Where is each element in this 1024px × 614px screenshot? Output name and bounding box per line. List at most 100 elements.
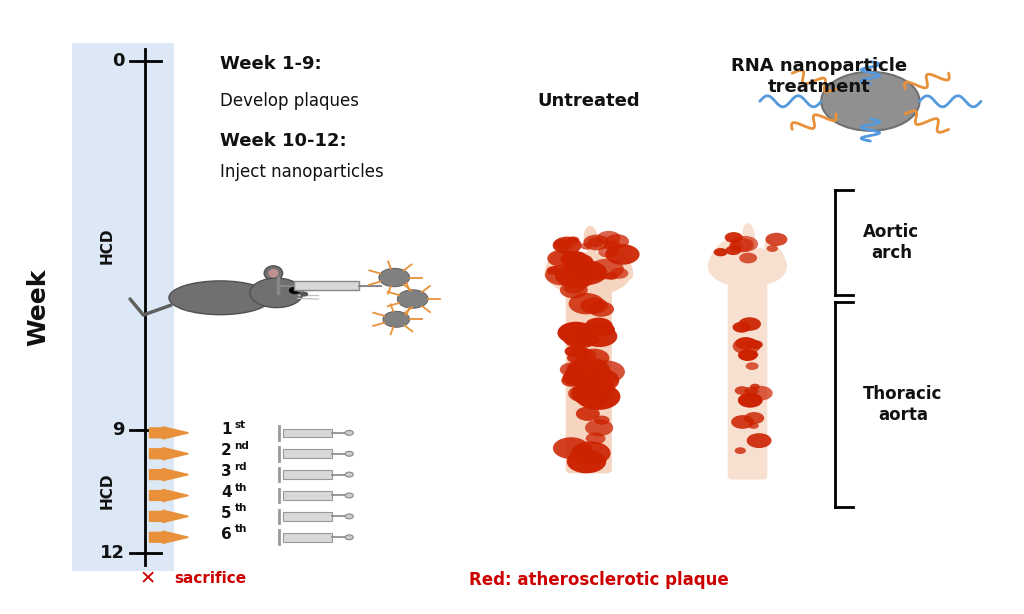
Circle shape [729,242,743,251]
Text: 2: 2 [221,443,231,458]
Circle shape [545,265,580,286]
Circle shape [582,325,617,347]
Circle shape [765,233,787,246]
Circle shape [379,268,410,287]
FancyArrow shape [150,510,188,523]
Circle shape [597,231,621,245]
Circle shape [739,252,757,263]
Circle shape [579,349,596,360]
Circle shape [560,251,589,268]
Circle shape [571,382,610,405]
Circle shape [564,281,585,293]
Ellipse shape [742,223,755,249]
Circle shape [571,441,610,465]
Circle shape [555,265,593,287]
Circle shape [397,290,428,308]
Circle shape [547,250,575,267]
Text: Red: atherosclerotic plaque: Red: atherosclerotic plaque [469,571,729,589]
Circle shape [567,353,584,363]
Circle shape [568,385,597,402]
Circle shape [581,297,608,314]
Circle shape [577,265,594,275]
Circle shape [581,243,592,250]
Circle shape [749,422,759,429]
Circle shape [557,322,595,344]
Circle shape [562,370,588,386]
Text: sacrifice: sacrifice [174,571,246,586]
Circle shape [732,338,761,354]
Circle shape [734,386,750,395]
Circle shape [553,236,582,254]
Circle shape [731,415,754,429]
Circle shape [561,375,582,387]
Text: 3: 3 [221,464,231,479]
Circle shape [594,416,609,425]
Circle shape [572,348,591,359]
Text: 9: 9 [113,421,125,439]
Circle shape [568,293,604,314]
Circle shape [577,384,621,410]
Circle shape [565,260,607,285]
Circle shape [580,365,610,383]
Circle shape [567,236,580,244]
Text: th: th [234,503,247,513]
Circle shape [586,432,605,445]
Ellipse shape [250,278,303,308]
Circle shape [575,389,608,408]
Text: Thoracic
aorta: Thoracic aorta [863,385,943,424]
Circle shape [575,375,614,398]
FancyBboxPatch shape [728,257,767,480]
Text: RNA nanoparticle
treatment: RNA nanoparticle treatment [731,57,907,96]
Circle shape [746,433,771,448]
FancyBboxPatch shape [283,512,332,521]
FancyBboxPatch shape [283,470,332,479]
Circle shape [587,360,625,383]
Circle shape [570,278,589,289]
Text: Week 1-9:: Week 1-9: [220,55,322,73]
Circle shape [383,311,410,327]
Ellipse shape [264,266,283,281]
Text: rd: rd [234,462,247,472]
FancyArrow shape [150,448,188,460]
Text: HCD: HCD [100,473,115,510]
Circle shape [566,254,594,270]
Circle shape [598,246,618,258]
Circle shape [579,349,609,367]
Ellipse shape [169,281,271,315]
FancyBboxPatch shape [294,281,359,290]
Circle shape [584,335,600,344]
Circle shape [605,234,629,249]
Text: nd: nd [234,441,250,451]
Circle shape [588,301,614,317]
Ellipse shape [709,247,786,287]
Circle shape [584,235,609,251]
Circle shape [345,514,353,519]
Circle shape [605,272,618,280]
Circle shape [610,268,629,279]
Circle shape [729,238,754,252]
Circle shape [560,362,584,377]
Circle shape [345,535,353,540]
FancyArrow shape [150,531,188,543]
FancyBboxPatch shape [283,429,332,437]
Circle shape [567,363,586,374]
Circle shape [564,346,584,357]
Circle shape [821,72,920,131]
Circle shape [744,387,758,395]
Circle shape [564,367,586,379]
FancyBboxPatch shape [565,263,612,473]
Circle shape [570,273,593,287]
Circle shape [725,232,742,243]
Circle shape [575,443,592,454]
Circle shape [734,447,745,454]
Text: 1: 1 [221,422,231,437]
Circle shape [547,266,561,275]
Circle shape [605,244,640,265]
Circle shape [565,328,597,346]
Circle shape [738,393,763,408]
Circle shape [300,292,308,297]
Ellipse shape [584,226,598,254]
Circle shape [714,248,727,257]
Text: Aortic
arch: Aortic arch [863,223,920,262]
Ellipse shape [545,244,570,279]
